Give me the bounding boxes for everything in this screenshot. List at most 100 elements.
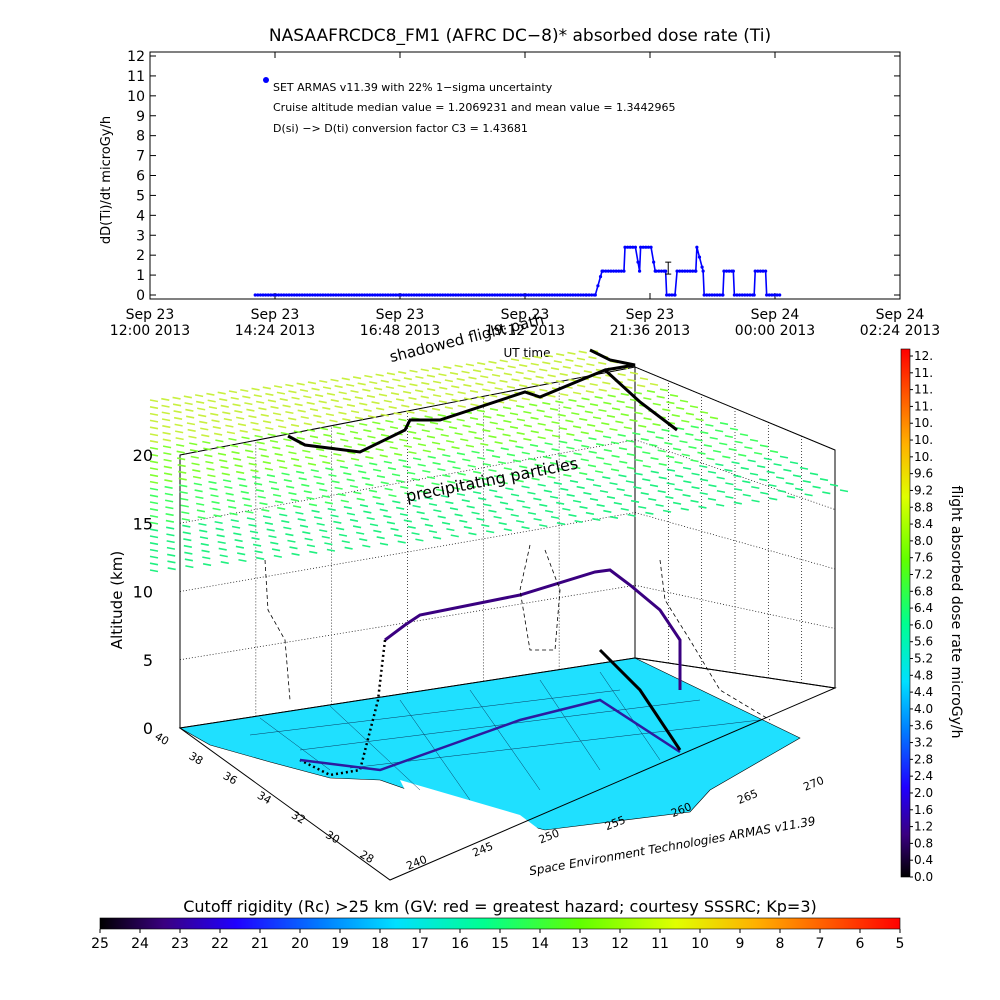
particle-mark xyxy=(839,489,849,493)
particle-mark xyxy=(337,493,346,497)
particle-mark xyxy=(244,402,253,406)
particle-mark xyxy=(279,513,288,517)
particle-mark xyxy=(451,398,460,402)
particle-mark xyxy=(321,494,331,499)
dose-point xyxy=(308,293,312,297)
particle-mark xyxy=(408,451,417,455)
dose-point xyxy=(593,293,597,297)
particle-mark xyxy=(428,530,438,534)
x-tick-label-date: Sep 23 xyxy=(376,307,425,323)
particle-mark xyxy=(356,531,365,535)
particle-mark xyxy=(763,457,772,461)
particle-mark xyxy=(596,456,605,460)
particle-mark xyxy=(261,508,270,512)
particle-mark xyxy=(280,431,289,435)
dose-point xyxy=(665,293,669,297)
particle-mark xyxy=(196,509,206,513)
particle-mark xyxy=(509,425,519,429)
particle-mark xyxy=(703,444,712,448)
dose-point xyxy=(448,293,453,297)
particle-mark xyxy=(258,407,267,411)
rigidity-colorbar xyxy=(99,917,901,930)
rigidity-tick-label: 13 xyxy=(571,936,589,952)
particle-mark xyxy=(322,386,332,390)
particle-mark xyxy=(183,544,192,548)
particle-mark xyxy=(336,527,345,531)
dose-point xyxy=(700,265,704,269)
particle-mark xyxy=(311,387,320,391)
particle-mark xyxy=(499,379,508,383)
particle-mark xyxy=(277,506,286,510)
altitude-tick-label: 0 xyxy=(143,719,153,738)
particle-mark xyxy=(288,451,297,455)
particle-mark xyxy=(537,422,546,426)
dose-point xyxy=(731,269,735,273)
particle-mark xyxy=(769,450,779,454)
particle-mark xyxy=(235,545,245,549)
particle-mark xyxy=(533,517,542,522)
flight-track-shadow xyxy=(287,368,678,454)
particle-mark xyxy=(646,430,656,434)
particle-mark xyxy=(262,420,272,424)
particle-mark xyxy=(220,561,229,565)
particle-mark xyxy=(359,538,368,542)
particle-mark xyxy=(222,411,231,415)
particle-mark xyxy=(254,434,263,438)
particle-mark xyxy=(522,356,531,360)
latitude-tick-label: 32 xyxy=(289,809,308,827)
dose-point xyxy=(521,293,526,297)
particle-mark xyxy=(350,457,360,461)
particle-mark xyxy=(666,455,675,459)
particle-mark xyxy=(446,439,455,444)
state-boundaries xyxy=(249,671,761,801)
particle-mark xyxy=(451,446,460,450)
particle-mark xyxy=(565,358,574,362)
particle-mark xyxy=(553,481,562,485)
particle-mark xyxy=(420,368,429,372)
particle-mark xyxy=(246,456,256,460)
particle-mark xyxy=(779,455,789,459)
particle-mark xyxy=(417,463,426,467)
particle-mark xyxy=(426,374,436,378)
particle-mark xyxy=(547,394,556,398)
particle-mark xyxy=(301,483,310,487)
particle-mark xyxy=(228,505,237,509)
particle-mark xyxy=(222,479,232,483)
particle-mark xyxy=(634,411,643,415)
rigidity-tick-label: 6 xyxy=(856,936,865,952)
particle-mark xyxy=(239,429,248,433)
particle-mark xyxy=(376,427,385,431)
particle-mark xyxy=(371,401,380,405)
particle-mark xyxy=(759,478,768,482)
particle-mark xyxy=(422,469,431,473)
particle-mark xyxy=(519,465,528,469)
particle-mark xyxy=(240,490,249,494)
particle-mark xyxy=(460,438,469,442)
particle-mark xyxy=(437,447,446,451)
particle-mark xyxy=(657,449,666,453)
particle-mark xyxy=(163,452,172,456)
particle-mark xyxy=(574,519,583,524)
particle-mark xyxy=(253,394,262,398)
particle-mark xyxy=(769,497,778,501)
particle-mark xyxy=(188,435,197,439)
particle-mark xyxy=(331,480,340,484)
dose-point xyxy=(652,260,656,264)
particle-mark xyxy=(431,441,441,445)
dose-point xyxy=(581,293,585,297)
particle-mark xyxy=(409,369,418,373)
particle-mark xyxy=(297,518,306,522)
particle-mark xyxy=(589,497,599,501)
particle-mark xyxy=(216,445,225,450)
particle-mark xyxy=(676,406,685,410)
particle-mark xyxy=(333,452,342,457)
particle-mark xyxy=(393,412,402,416)
dose-tick-label: 11. xyxy=(914,366,933,380)
particle-mark xyxy=(294,403,303,407)
particle-mark xyxy=(375,448,384,452)
particle-mark xyxy=(424,415,433,419)
particle-mark xyxy=(489,421,498,425)
particle-mark xyxy=(232,403,241,407)
particle-mark xyxy=(556,353,565,357)
x-tick-label-date: Sep 24 xyxy=(876,307,925,323)
